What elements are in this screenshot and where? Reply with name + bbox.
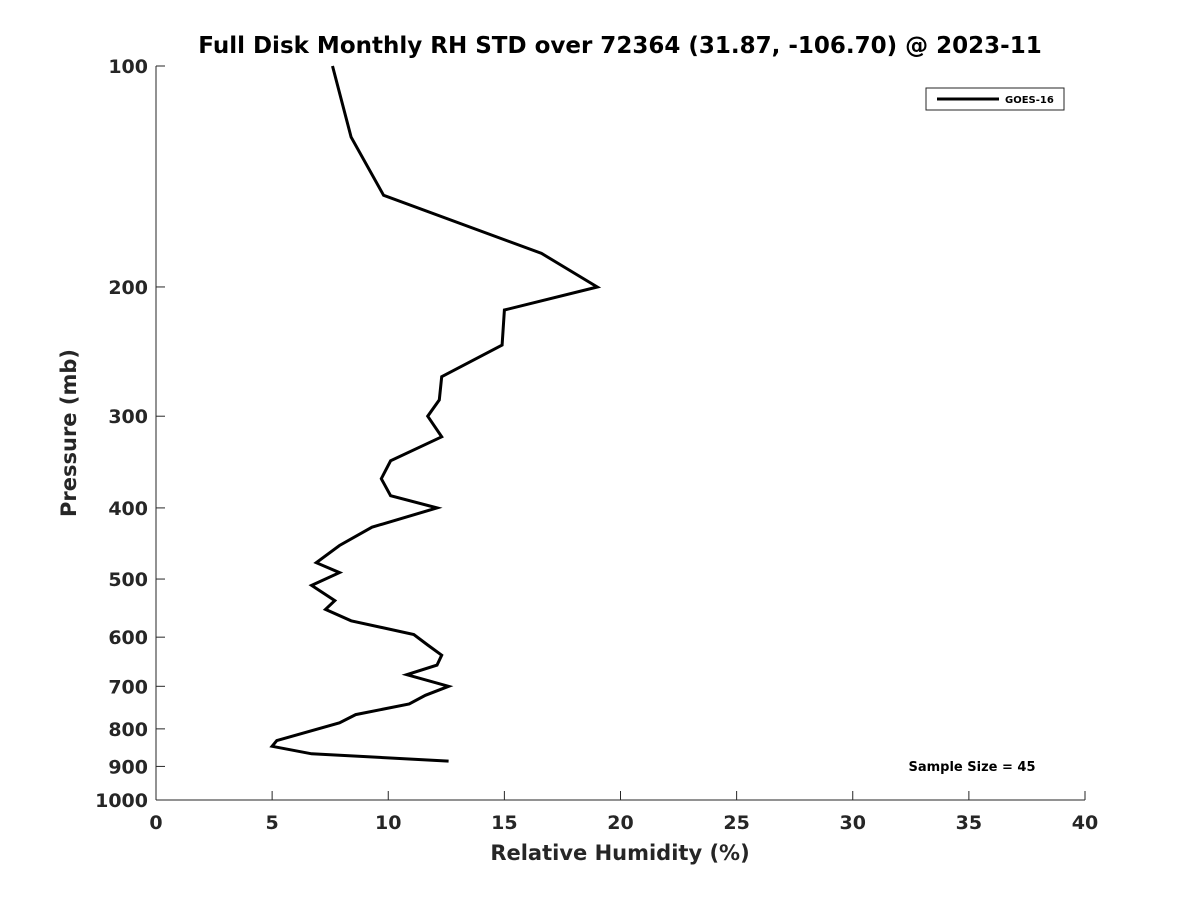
x-tick-label: 0: [149, 812, 162, 834]
y-tick-label: 1000: [95, 790, 148, 812]
plot-axes: [155, 66, 1085, 801]
x-tick-label: 15: [491, 812, 517, 834]
y-tick-label: 200: [108, 277, 148, 299]
sample-size-annotation: Sample Size = 45: [908, 760, 1035, 775]
y-tick-label: 900: [108, 756, 148, 778]
x-tick-label: 10: [375, 812, 401, 834]
x-tick-label: 25: [723, 812, 749, 834]
series-layer: [269, 65, 602, 763]
y-tick-label: 400: [108, 498, 148, 520]
y-tick-label: 100: [108, 56, 148, 78]
x-tick-label: 35: [956, 812, 982, 834]
x-tick-label: 20: [607, 812, 633, 834]
y-axis-label: Pressure (mb): [57, 349, 81, 517]
y-axis-ticks: 100 200 300 400 500 600 700 800 900 1000: [95, 56, 165, 812]
legend-label-goes-16: GOES-16: [1005, 95, 1054, 106]
y-tick-label: 600: [108, 627, 148, 649]
y-tick-label: 300: [108, 406, 148, 428]
y-tick-label: 700: [108, 676, 148, 698]
x-axis-ticks: 0 5 10 15 20 25 30 35 40: [149, 791, 1098, 834]
y-tick-label: 500: [108, 569, 148, 591]
legend: GOES-16: [925, 87, 1065, 111]
x-tick-label: 40: [1072, 812, 1098, 834]
x-tick-label: 30: [840, 812, 866, 834]
series-line-goes-16: [269, 65, 602, 763]
x-tick-label: 5: [266, 812, 279, 834]
x-axis-label: Relative Humidity (%): [490, 841, 749, 865]
y-tick-label: 800: [108, 719, 148, 741]
chart-title: Full Disk Monthly RH STD over 72364 (31.…: [198, 33, 1042, 59]
